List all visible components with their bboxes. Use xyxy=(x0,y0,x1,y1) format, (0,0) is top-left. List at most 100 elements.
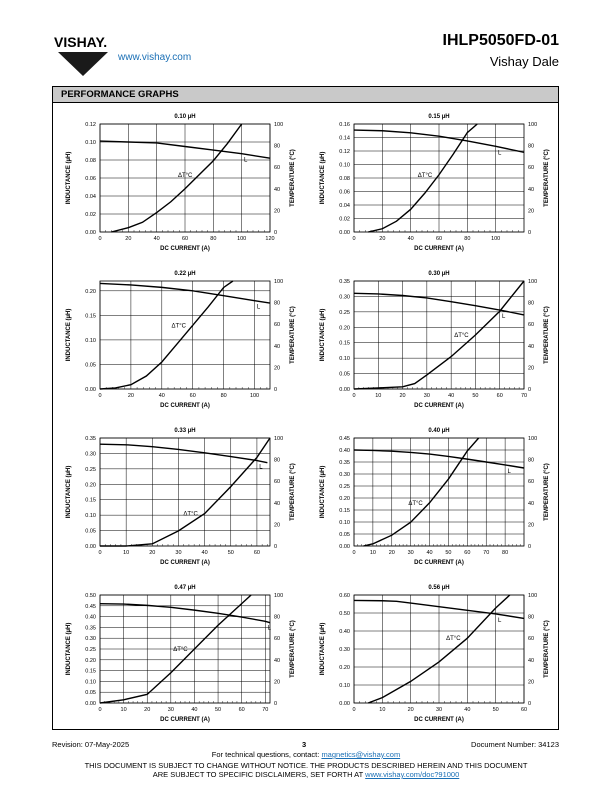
brand-name: VISHAY. xyxy=(54,34,107,50)
y-tick-label: 0.08 xyxy=(339,176,350,182)
y-tick-label: 0.04 xyxy=(85,194,96,200)
x-tick-label: 30 xyxy=(424,393,430,399)
temperature-series-label: ΔT°C xyxy=(183,512,198,518)
y2-tick-label: 20 xyxy=(528,522,534,528)
y2-tick-label: 20 xyxy=(274,522,280,528)
chart-title: 0.56 µH xyxy=(428,585,449,591)
plot-border xyxy=(99,594,271,704)
disclaimer-link[interactable]: www.vishay.com/doc?91000 xyxy=(365,770,460,779)
y-tick-label: 0.15 xyxy=(85,669,96,675)
y2-axis-label: TEMPERATURE (°C) xyxy=(544,620,550,678)
y-tick-label: 0.30 xyxy=(85,636,96,642)
y2-tick-label: 20 xyxy=(274,365,280,371)
y-axis-label: INDUCTANCE (µH) xyxy=(320,623,326,676)
y-tick-label: 0.02 xyxy=(85,212,96,218)
x-tick-label: 60 xyxy=(254,550,260,556)
y-tick-label: 0.20 xyxy=(339,325,350,331)
x-tick-label: 60 xyxy=(190,393,196,399)
chart-4: 0.30 µH 0 10 20 30 40 50 60 70 0.00 0.05 0.10 0.15 0.… xyxy=(320,271,550,409)
x-tick-label: 60 xyxy=(239,707,245,713)
y-tick-label: 0.05 xyxy=(85,529,96,535)
x-tick-label: 40 xyxy=(408,236,414,242)
x-tick-label: 70 xyxy=(483,550,489,556)
y-tick-label: 0.40 xyxy=(339,448,350,454)
y-tick-label: 0.20 xyxy=(85,482,96,488)
y-tick-label: 0.06 xyxy=(339,190,350,196)
plot-border xyxy=(99,123,271,233)
grid xyxy=(353,280,525,390)
inductance-curve xyxy=(99,602,271,624)
y-tick-label: 0.15 xyxy=(85,313,96,319)
x-tick-label: 60 xyxy=(436,236,442,242)
logo-triangle xyxy=(58,52,108,76)
x-tick-label: 70 xyxy=(262,707,268,713)
contact-line: For technical questions, contact: magnet… xyxy=(0,750,612,759)
y-tick-label: 0.02 xyxy=(339,217,350,223)
y2-tick-label: 80 xyxy=(274,615,280,621)
y-axis-label: INDUCTANCE (µH) xyxy=(320,152,326,205)
y2-tick-label: 60 xyxy=(274,322,280,328)
x-axis-label: DC CURRENT (A) xyxy=(160,717,210,723)
x-tick-label: 40 xyxy=(426,550,432,556)
x-tick-label: 50 xyxy=(493,707,499,713)
y-tick-label: 0.10 xyxy=(85,513,96,519)
chart-title: 0.47 µH xyxy=(174,585,195,591)
chart-2: 0.15 µH 0 20 40 60 80 100 0.00 0.02 0.04 0.06 0.08 0… xyxy=(320,114,550,252)
y2-tick-label: 40 xyxy=(274,187,280,193)
temperature-series-label: ΔT°C xyxy=(173,647,188,653)
contact-email-link[interactable]: magnetics@vishay.com xyxy=(321,750,401,759)
y2-tick-label: 40 xyxy=(528,344,534,350)
y2-tick-label: 0 xyxy=(274,230,277,236)
y-tick-label: 0.00 xyxy=(339,230,350,236)
y-tick-label: 0.10 xyxy=(339,163,350,169)
x-tick-label: 80 xyxy=(464,236,470,242)
y-tick-label: 0.06 xyxy=(85,176,96,182)
temperature-rise-curve xyxy=(111,123,243,233)
inductance-series-label: L xyxy=(507,469,511,475)
performance-graphs-panel: PERFORMANCE GRAPHS xyxy=(52,86,559,730)
y2-tick-label: 80 xyxy=(274,301,280,307)
y-axis-label: INDUCTANCE (µH) xyxy=(66,152,72,205)
inductance-curve xyxy=(353,129,525,154)
y2-tick-label: 40 xyxy=(528,501,534,507)
temperature-rise-curve xyxy=(99,280,234,390)
y2-tick-label: 60 xyxy=(528,479,534,485)
temperature-series-label: ΔT°C xyxy=(408,501,423,507)
y-tick-label: 0.00 xyxy=(85,230,96,236)
grid xyxy=(99,437,270,547)
x-tick-label: 50 xyxy=(215,707,221,713)
y2-tick-label: 20 xyxy=(528,208,534,214)
y-tick-label: 0.50 xyxy=(85,593,96,599)
y2-tick-label: 100 xyxy=(528,593,537,599)
x-tick-label: 70 xyxy=(521,393,527,399)
x-tick-label: 20 xyxy=(125,236,131,242)
document-number: Document Number: 34123 xyxy=(471,740,559,749)
x-tick-label: 10 xyxy=(375,393,381,399)
x-tick-label: 30 xyxy=(408,550,414,556)
x-tick-label: 50 xyxy=(228,550,234,556)
x-tick-label: 10 xyxy=(121,707,127,713)
y-tick-label: 0.20 xyxy=(339,665,350,671)
y-tick-label: 0.12 xyxy=(339,149,350,155)
x-tick-label: 20 xyxy=(389,550,395,556)
x-tick-label: 40 xyxy=(154,236,160,242)
x-tick-label: 20 xyxy=(144,707,150,713)
inductance-series-label: L xyxy=(502,314,506,320)
y2-tick-label: 40 xyxy=(528,658,534,664)
inductance-series-label: L xyxy=(498,150,502,156)
y-axis-label: INDUCTANCE (µH) xyxy=(320,466,326,519)
revision-date: Revision: 07-May-2025 xyxy=(52,740,130,749)
x-tick-label: 10 xyxy=(123,550,129,556)
y-tick-label: 0.25 xyxy=(339,310,350,316)
chart-1: 0.10 µH 0 20 40 60 80 100 120 0.00 0.02 0.04 0.06 0.… xyxy=(66,114,296,252)
chart-title: 0.10 µH xyxy=(174,114,195,120)
chart-7: 0.47 µH 0 10 20 30 40 50 60 70 0.00 0.05 0.10 0.15 0.… xyxy=(66,585,296,723)
y-tick-label: 0.14 xyxy=(339,136,350,142)
x-tick-label: 80 xyxy=(210,236,216,242)
y2-tick-label: 40 xyxy=(528,187,534,193)
y-tick-label: 0.00 xyxy=(339,544,350,550)
temperature-rise-curve xyxy=(363,437,480,547)
y2-tick-label: 40 xyxy=(274,658,280,664)
website-link[interactable]: www.vishay.com xyxy=(118,52,192,63)
y-tick-label: 0.25 xyxy=(339,484,350,490)
